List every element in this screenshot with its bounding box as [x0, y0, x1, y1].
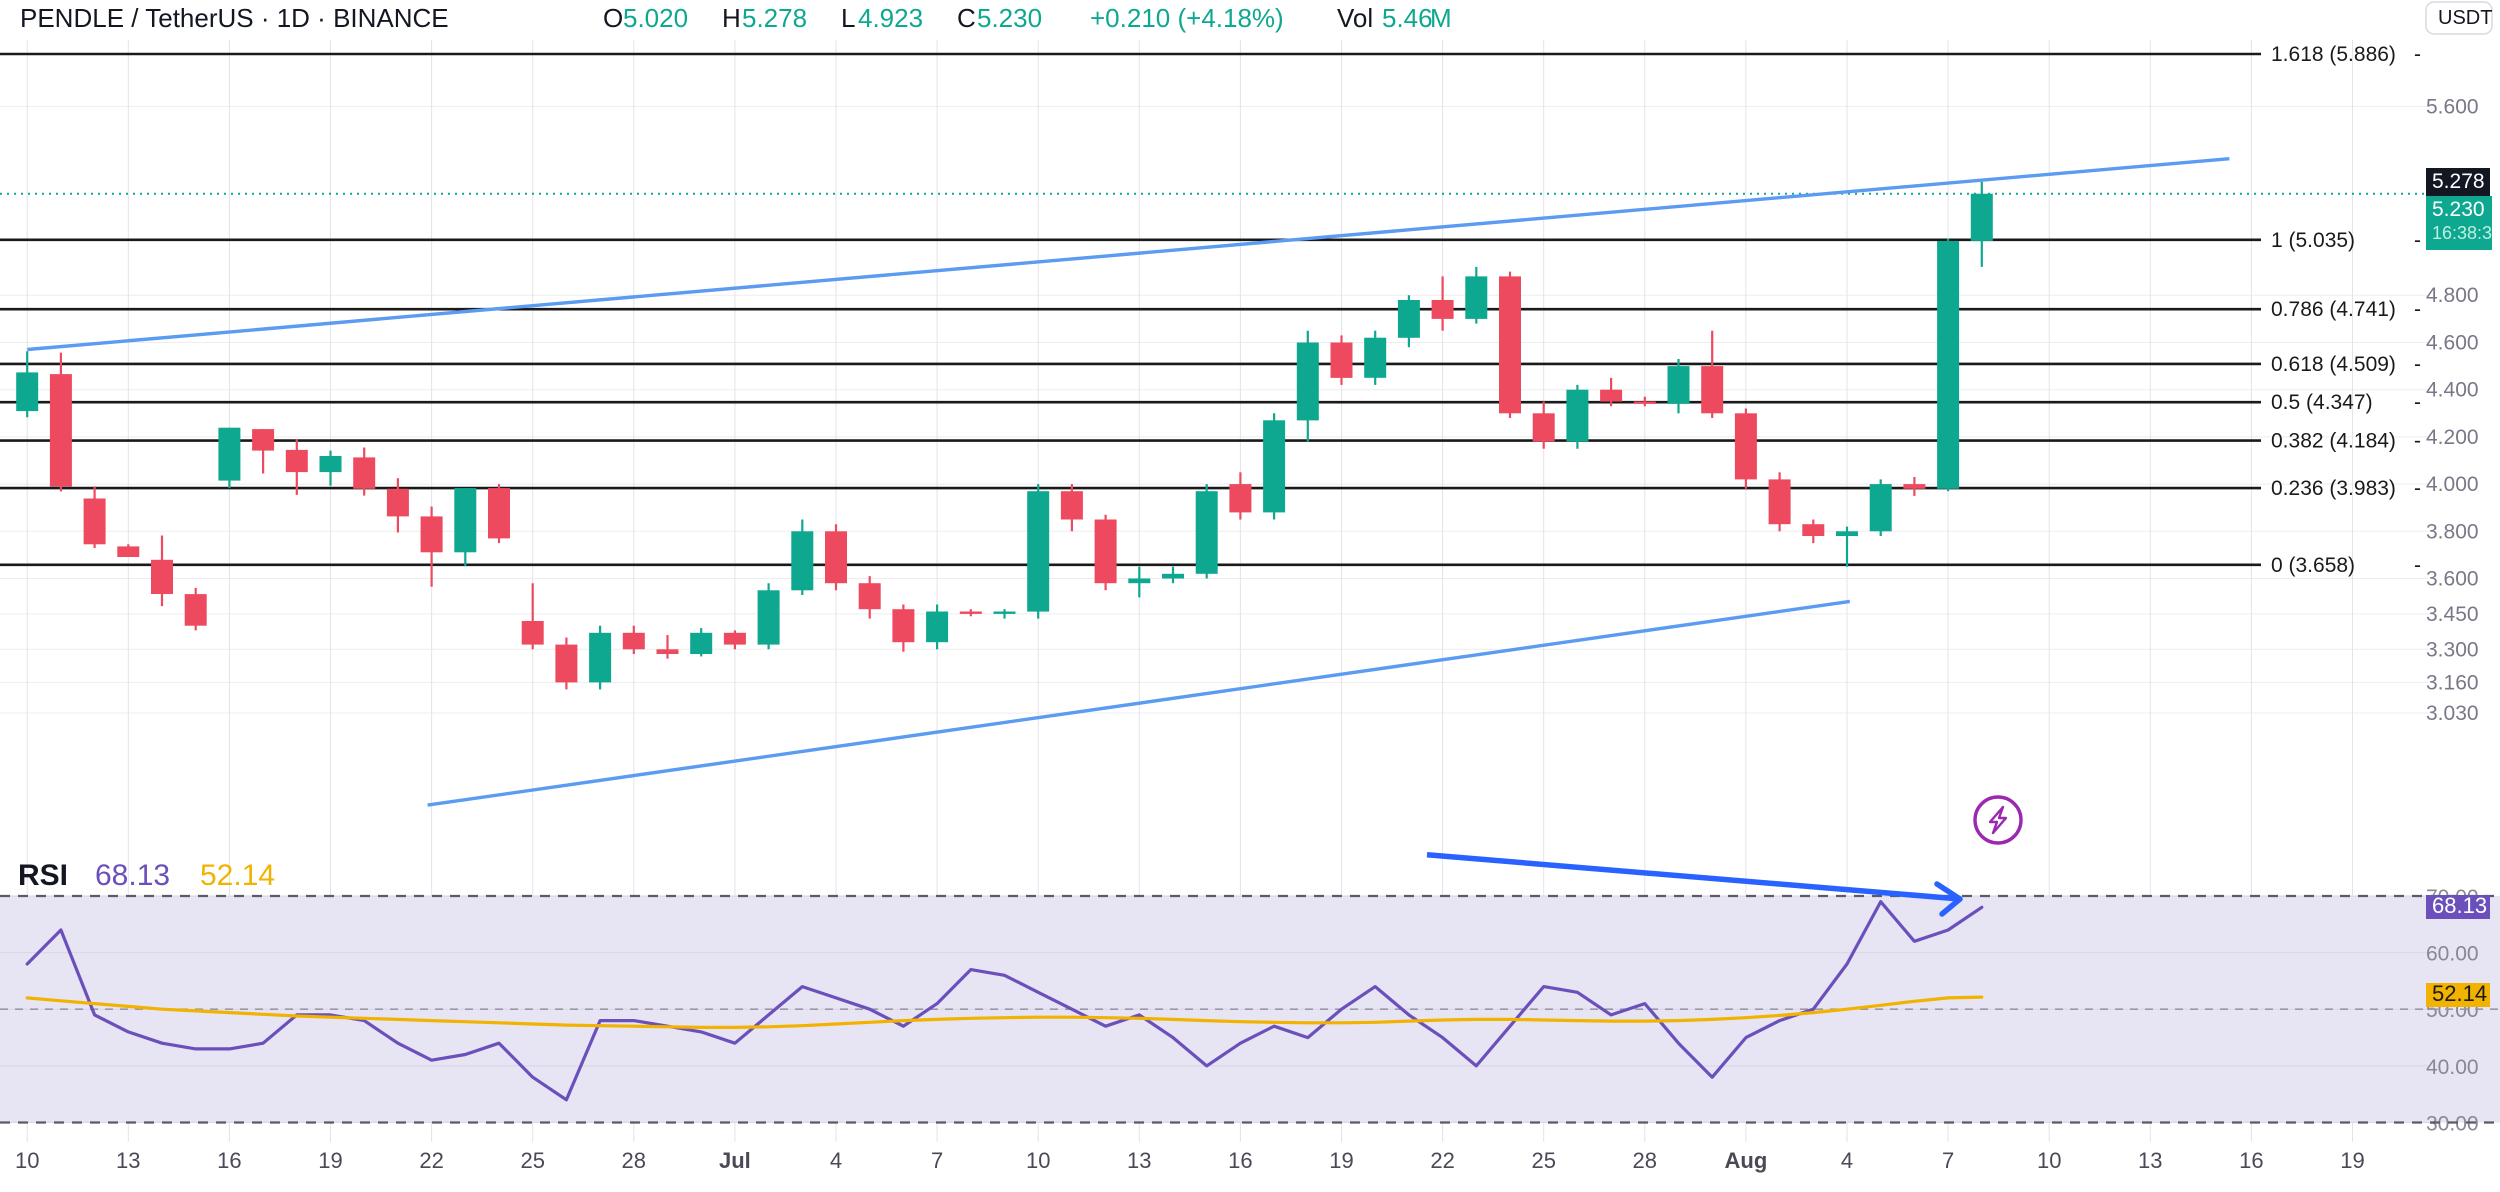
svg-text:0.786 (4.741): 0.786 (4.741)	[2271, 298, 2396, 321]
svg-text:13: 13	[2138, 1148, 2162, 1173]
svg-text:16:38:3: 16:38:3	[2432, 223, 2492, 243]
svg-text:22: 22	[419, 1148, 443, 1173]
svg-text:28: 28	[622, 1148, 646, 1173]
svg-text:4.600: 4.600	[2426, 332, 2479, 355]
svg-text:0.236 (3.983): 0.236 (3.983)	[2271, 477, 2396, 500]
svg-text:-: -	[2414, 353, 2421, 376]
svg-text:1 (5.035): 1 (5.035)	[2271, 229, 2355, 252]
svg-text:H: H	[722, 3, 741, 33]
svg-text:0.618 (4.509): 0.618 (4.509)	[2271, 353, 2396, 376]
svg-text:5.278: 5.278	[2432, 170, 2485, 193]
svg-text:40.00: 40.00	[2426, 1056, 2479, 1079]
svg-text:3.160: 3.160	[2426, 671, 2479, 694]
svg-text:RSI: RSI	[18, 859, 68, 892]
svg-text:5.46: 5.46	[1382, 3, 1433, 33]
svg-text:13: 13	[1127, 1148, 1151, 1173]
svg-text:1.618 (5.886): 1.618 (5.886)	[2271, 43, 2396, 66]
svg-text:10: 10	[15, 1148, 39, 1173]
svg-text:19: 19	[2340, 1148, 2364, 1173]
svg-text:-: -	[2414, 430, 2421, 453]
svg-text:25: 25	[520, 1148, 544, 1173]
svg-text:19: 19	[1329, 1148, 1353, 1173]
svg-text:3.450: 3.450	[2426, 603, 2479, 626]
svg-text:-: -	[2414, 43, 2421, 66]
svg-text:USDT: USDT	[2438, 7, 2492, 29]
svg-text:L: L	[841, 3, 855, 33]
svg-text:7: 7	[931, 1148, 943, 1173]
svg-text:16: 16	[217, 1148, 241, 1173]
svg-text:4.200: 4.200	[2426, 426, 2479, 449]
svg-text:68.13: 68.13	[95, 859, 170, 892]
svg-text:4.400: 4.400	[2426, 379, 2479, 402]
svg-text:5.230: 5.230	[2432, 198, 2485, 221]
svg-text:M: M	[1430, 3, 1452, 33]
svg-text:-: -	[2414, 554, 2421, 577]
svg-text:52.14: 52.14	[200, 859, 275, 892]
svg-text:25: 25	[1531, 1148, 1555, 1173]
svg-text:C: C	[957, 3, 976, 33]
svg-text:O: O	[603, 3, 623, 33]
svg-text:5.600: 5.600	[2426, 95, 2479, 118]
svg-text:0.382 (4.184): 0.382 (4.184)	[2271, 430, 2396, 453]
svg-text:22: 22	[1430, 1148, 1454, 1173]
svg-text:Vol: Vol	[1337, 3, 1373, 33]
svg-text:-: -	[2414, 391, 2421, 414]
svg-text:5.230: 5.230	[977, 3, 1042, 33]
svg-text:3.800: 3.800	[2426, 520, 2479, 543]
svg-text:16: 16	[2239, 1148, 2263, 1173]
svg-text:+0.210 (+4.18%): +0.210 (+4.18%)	[1090, 3, 1284, 33]
svg-text:60.00: 60.00	[2426, 943, 2479, 966]
svg-text:30.00: 30.00	[2426, 1113, 2479, 1136]
svg-text:3.300: 3.300	[2426, 638, 2479, 661]
svg-text:4.000: 4.000	[2426, 473, 2479, 496]
svg-text:10: 10	[2037, 1148, 2061, 1173]
svg-text:68.13: 68.13	[2432, 893, 2487, 918]
svg-text:10: 10	[1026, 1148, 1050, 1173]
svg-text:5.278: 5.278	[742, 3, 807, 33]
svg-text:PENDLE / TetherUS · 1D · BINAN: PENDLE / TetherUS · 1D · BINANCE	[20, 3, 449, 33]
svg-text:-: -	[2414, 477, 2421, 500]
svg-text:0 (3.658): 0 (3.658)	[2271, 554, 2355, 577]
svg-text:13: 13	[116, 1148, 140, 1173]
svg-text:3.600: 3.600	[2426, 568, 2479, 591]
svg-text:16: 16	[1228, 1148, 1252, 1173]
svg-text:-: -	[2414, 298, 2421, 321]
svg-text:4: 4	[1841, 1148, 1853, 1173]
svg-text:3.030: 3.030	[2426, 702, 2479, 725]
svg-text:5.020: 5.020	[623, 3, 688, 33]
svg-text:7: 7	[1942, 1148, 1954, 1173]
svg-text:28: 28	[1633, 1148, 1657, 1173]
svg-text:0.5 (4.347): 0.5 (4.347)	[2271, 391, 2373, 414]
svg-text:52.14: 52.14	[2432, 981, 2487, 1006]
svg-text:4.800: 4.800	[2426, 284, 2479, 307]
svg-text:-: -	[2414, 229, 2421, 252]
svg-text:Jul: Jul	[719, 1148, 751, 1173]
svg-text:Aug: Aug	[1725, 1148, 1768, 1173]
svg-text:4.923: 4.923	[858, 3, 923, 33]
svg-text:19: 19	[318, 1148, 342, 1173]
svg-text:4: 4	[830, 1148, 842, 1173]
